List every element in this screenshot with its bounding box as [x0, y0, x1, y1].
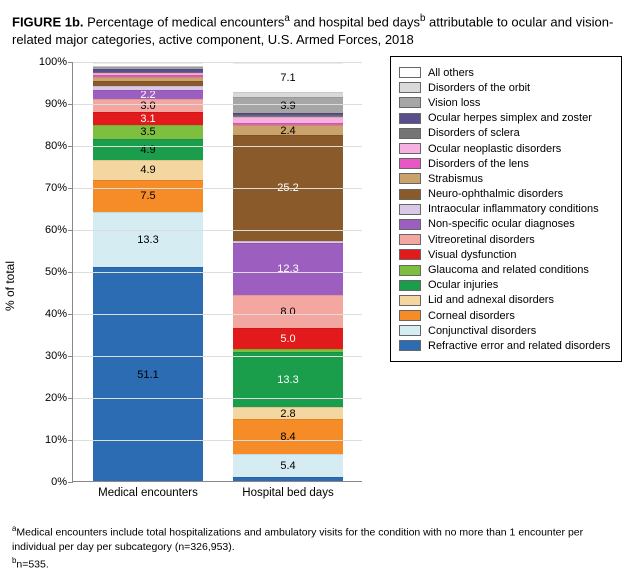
- plot-area: 51.113.37.54.94.93.53.13.02.2 5.48.42.81…: [72, 62, 362, 482]
- legend-item: All others: [399, 67, 613, 79]
- legend-swatch: [399, 143, 421, 154]
- legend-label: Lid and adnexal disorders: [428, 294, 554, 306]
- y-axis-label: % of total: [3, 261, 17, 311]
- legend-item: Visual dysfunction: [399, 249, 613, 261]
- legend-item: Disorders of the lens: [399, 158, 613, 170]
- bar-segment: 51.1: [93, 267, 203, 481]
- bar-segment: 4.9: [93, 160, 203, 181]
- legend-label: Ocular herpes simplex and zoster: [428, 112, 592, 124]
- legend-label: Disorders of the orbit: [428, 82, 530, 94]
- figure-title: FIGURE 1b. Percentage of medical encount…: [12, 12, 626, 48]
- bar-label-medical-encounters: Medical encounters: [93, 481, 203, 499]
- legend-swatch: [399, 234, 421, 245]
- legend-item: Vitreoretinal disorders: [399, 234, 613, 246]
- bar-segment: 5.4: [233, 454, 343, 477]
- legend-item: Ocular neoplastic disorders: [399, 143, 613, 155]
- legend-label: Glaucoma and related conditions: [428, 264, 589, 276]
- legend: All others Disorders of the orbit Vision l…: [390, 56, 622, 362]
- legend-swatch: [399, 340, 421, 351]
- legend-label: Disorders of sclera: [428, 127, 520, 139]
- figure-title-text-2: and hospital bed days: [290, 14, 420, 29]
- bar-segment: 7.1: [233, 63, 343, 93]
- bar-segment: 4.9: [93, 139, 203, 160]
- legend-label: Intraocular inflammatory conditions: [428, 203, 599, 215]
- legend-item: Disorders of the orbit: [399, 82, 613, 94]
- bar-segment: 13.3: [93, 212, 203, 268]
- figure-title-text-1: Percentage of medical encounters: [84, 14, 285, 29]
- legend-swatch: [399, 97, 421, 108]
- bar-label-hospital-bed-days: Hospital bed days: [233, 481, 343, 499]
- legend-item: Neuro-ophthalmic disorders: [399, 188, 613, 200]
- figure-title-label: FIGURE 1b.: [12, 14, 84, 29]
- legend-swatch: [399, 295, 421, 306]
- legend-swatch: [399, 113, 421, 124]
- legend-item: Disorders of sclera: [399, 127, 613, 139]
- legend-label: Visual dysfunction: [428, 249, 516, 261]
- legend-label: Non-specific ocular diagnoses: [428, 218, 575, 230]
- legend-swatch: [399, 158, 421, 169]
- bar-segment: 3.5: [93, 125, 203, 140]
- legend-swatch: [399, 204, 421, 215]
- legend-item: Corneal disorders: [399, 310, 613, 322]
- bar-segment: 2.8: [233, 407, 343, 419]
- footnote-a: aMedical encounters include total hospit…: [12, 524, 626, 554]
- bar-segment: 12.3: [233, 243, 343, 295]
- legend-label: Ocular injuries: [428, 279, 498, 291]
- legend-item: Strabismus: [399, 173, 613, 185]
- bar-segment: 3.1: [93, 112, 203, 125]
- legend-swatch: [399, 265, 421, 276]
- legend-swatch: [399, 280, 421, 291]
- legend-swatch: [399, 249, 421, 260]
- legend-label: Disorders of the lens: [428, 158, 529, 170]
- legend-item: Refractive error and related disorders: [399, 340, 613, 352]
- legend-item: Non-specific ocular diagnoses: [399, 218, 613, 230]
- legend-item: Lid and adnexal disorders: [399, 294, 613, 306]
- legend-label: Neuro-ophthalmic disorders: [428, 188, 563, 200]
- bar-segment: 2.2: [93, 90, 203, 99]
- legend-swatch: [399, 325, 421, 336]
- legend-label: Refractive error and related disorders: [428, 340, 610, 352]
- legend-item: Ocular herpes simplex and zoster: [399, 112, 613, 124]
- bar-segment: 8.4: [233, 419, 343, 454]
- legend-swatch: [399, 310, 421, 321]
- legend-label: Conjunctival disorders: [428, 325, 536, 337]
- legend-swatch: [399, 173, 421, 184]
- legend-item: Glaucoma and related conditions: [399, 264, 613, 276]
- legend-swatch: [399, 128, 421, 139]
- bar-segment: 2.4: [233, 125, 343, 135]
- legend-item: Intraocular inflammatory conditions: [399, 203, 613, 215]
- legend-swatch: [399, 219, 421, 230]
- legend-swatch: [399, 67, 421, 78]
- bar-segment: 7.5: [93, 180, 203, 211]
- legend-label: Corneal disorders: [428, 310, 515, 322]
- footnote-b: bn=535.: [12, 556, 626, 572]
- chart-area: % of total 51.113.37.54.94.93.53.13.02.2…: [12, 56, 382, 516]
- bar-segment: 5.0: [233, 328, 343, 349]
- legend-label: Vision loss: [428, 97, 480, 109]
- legend-label: Ocular neoplastic disorders: [428, 143, 561, 155]
- legend-swatch: [399, 82, 421, 93]
- legend-item: Vision loss: [399, 97, 613, 109]
- legend-label: All others: [428, 67, 474, 79]
- legend-label: Vitreoretinal disorders: [428, 234, 535, 246]
- legend-label: Strabismus: [428, 173, 483, 185]
- bar-segment: 8.0: [233, 295, 343, 329]
- legend-item: Ocular injuries: [399, 279, 613, 291]
- legend-swatch: [399, 189, 421, 200]
- footnotes: aMedical encounters include total hospit…: [12, 524, 626, 572]
- legend-item: Conjunctival disorders: [399, 325, 613, 337]
- figure-content: % of total 51.113.37.54.94.93.53.13.02.2…: [12, 56, 626, 516]
